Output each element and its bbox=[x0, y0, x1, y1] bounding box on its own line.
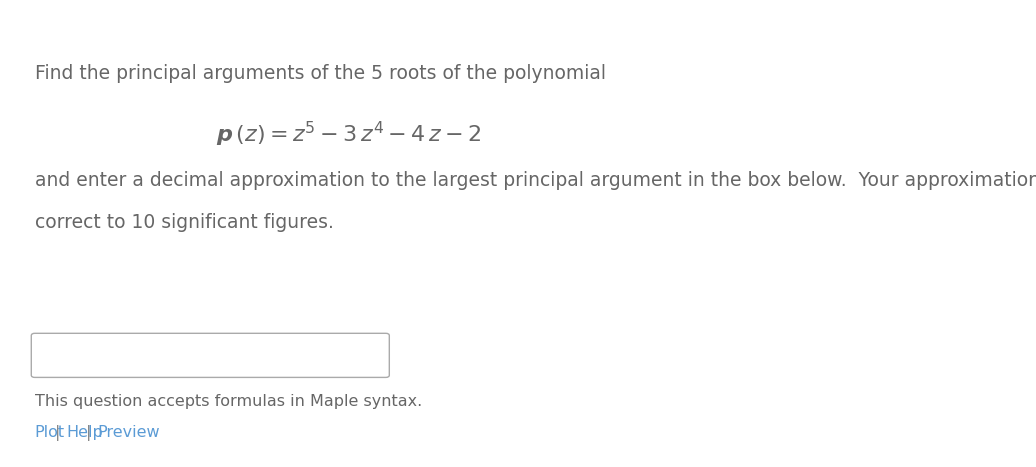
Text: Help: Help bbox=[66, 425, 103, 440]
Text: Preview: Preview bbox=[97, 425, 160, 440]
Text: and enter a decimal approximation to the largest principal argument in the box b: and enter a decimal approximation to the… bbox=[35, 171, 1036, 190]
Text: $\boldsymbol{p}\,(z) = z^5 - 3\,z^4 - 4\,z - 2$: $\boldsymbol{p}\,(z) = z^5 - 3\,z^4 - 4\… bbox=[217, 120, 482, 149]
Text: Find the principal arguments of the 5 roots of the polynomial: Find the principal arguments of the 5 ro… bbox=[35, 64, 606, 83]
Text: |: | bbox=[55, 425, 60, 441]
FancyBboxPatch shape bbox=[31, 333, 390, 377]
Text: |: | bbox=[86, 425, 91, 441]
Text: Plot: Plot bbox=[35, 425, 65, 440]
Text: correct to 10 significant figures.: correct to 10 significant figures. bbox=[35, 212, 334, 232]
Text: This question accepts formulas in Maple syntax.: This question accepts formulas in Maple … bbox=[35, 394, 422, 409]
